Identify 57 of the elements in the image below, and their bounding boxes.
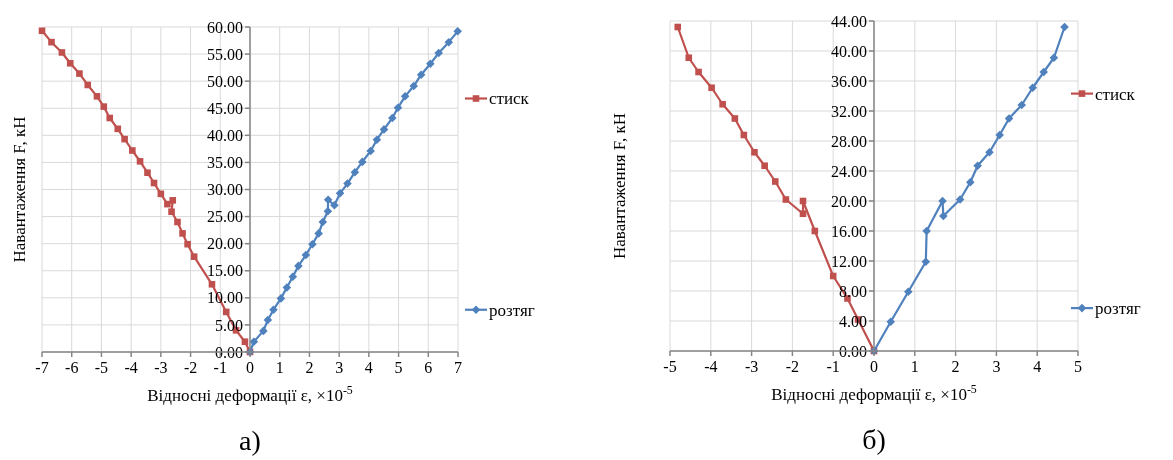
y-tick-label: 32.00 [831,102,867,120]
y-tick-label: 16.00 [831,222,867,240]
y-tick-label: 60.00 [207,18,243,36]
x-tick-label: -7 [35,359,49,376]
y-tick-label: 0.00 [215,343,243,361]
x-tick-label: -1 [213,359,227,376]
x-tick-label: -3 [154,359,168,376]
y-tick-label: 55.00 [207,45,243,63]
x-tick-label: 5 [394,359,403,376]
x-tick-label: -4 [124,359,138,376]
y-tick-label: 12.00 [831,252,867,270]
y-tick-label: 40.00 [207,126,243,144]
text: а) [239,425,261,456]
x-tick-label: 4 [1033,358,1042,375]
y-tick-label: 25.00 [207,208,243,226]
legend-label: розтяг [1095,299,1141,319]
x-tick-label: 2 [951,358,960,375]
x-tick-label: 6 [424,359,433,376]
text: б) [862,424,886,455]
x-tick-label: 2 [305,359,314,376]
y-axis-title: Навантаження F, кН [610,113,629,259]
y-tick-label: 36.00 [831,72,867,90]
x-tick-label: 4 [364,359,373,376]
x-tick-label: 3 [992,358,1001,375]
x-tick-label: 1 [275,359,284,376]
x-tick-label: -2 [183,359,198,376]
y-tick-label: 30.00 [207,181,243,199]
x-tick-label: -4 [704,358,718,375]
x-tick-label: 0 [246,359,254,376]
legend-label: розтяг [489,300,535,320]
legend-label: стиск [489,89,530,109]
x-tick-label: 0 [870,358,878,375]
y-tick-label: 40.00 [831,42,867,60]
x-tick-label: 1 [910,358,919,375]
x-axis-title: Відносні деформації ε, ×10$^{-5}$ [771,382,977,404]
y-tick-label: 50.00 [207,72,243,90]
x-tick-label: -5 [94,359,109,376]
x-tick-label: -3 [744,358,759,375]
x-tick-label: -1 [826,358,840,375]
x-tick-label: -2 [785,358,800,375]
y-axis-title: Навантаження F, кН [10,116,29,263]
x-tick-label: 3 [335,359,344,376]
x-tick-label: 7 [454,359,462,376]
y-tick-label: 0.00 [839,342,867,360]
x-axis-title: Відносні деформації ε, ×10$^{-5}$ [147,383,353,405]
x-tick-label: -5 [663,358,677,375]
y-tick-label: 20.00 [831,192,867,210]
y-tick-label: 24.00 [831,162,867,180]
y-tick-label: 20.00 [207,235,243,253]
legend-label: стиск [1095,84,1136,104]
y-tick-label: 45.00 [207,99,243,117]
y-tick-label: 44.00 [831,12,867,30]
y-tick-label: 35.00 [207,154,243,172]
x-tick-label: -6 [65,359,79,376]
x-tick-label: 5 [1074,358,1082,375]
y-tick-label: 28.00 [831,132,867,150]
y-tick-label: 15.00 [207,262,243,280]
